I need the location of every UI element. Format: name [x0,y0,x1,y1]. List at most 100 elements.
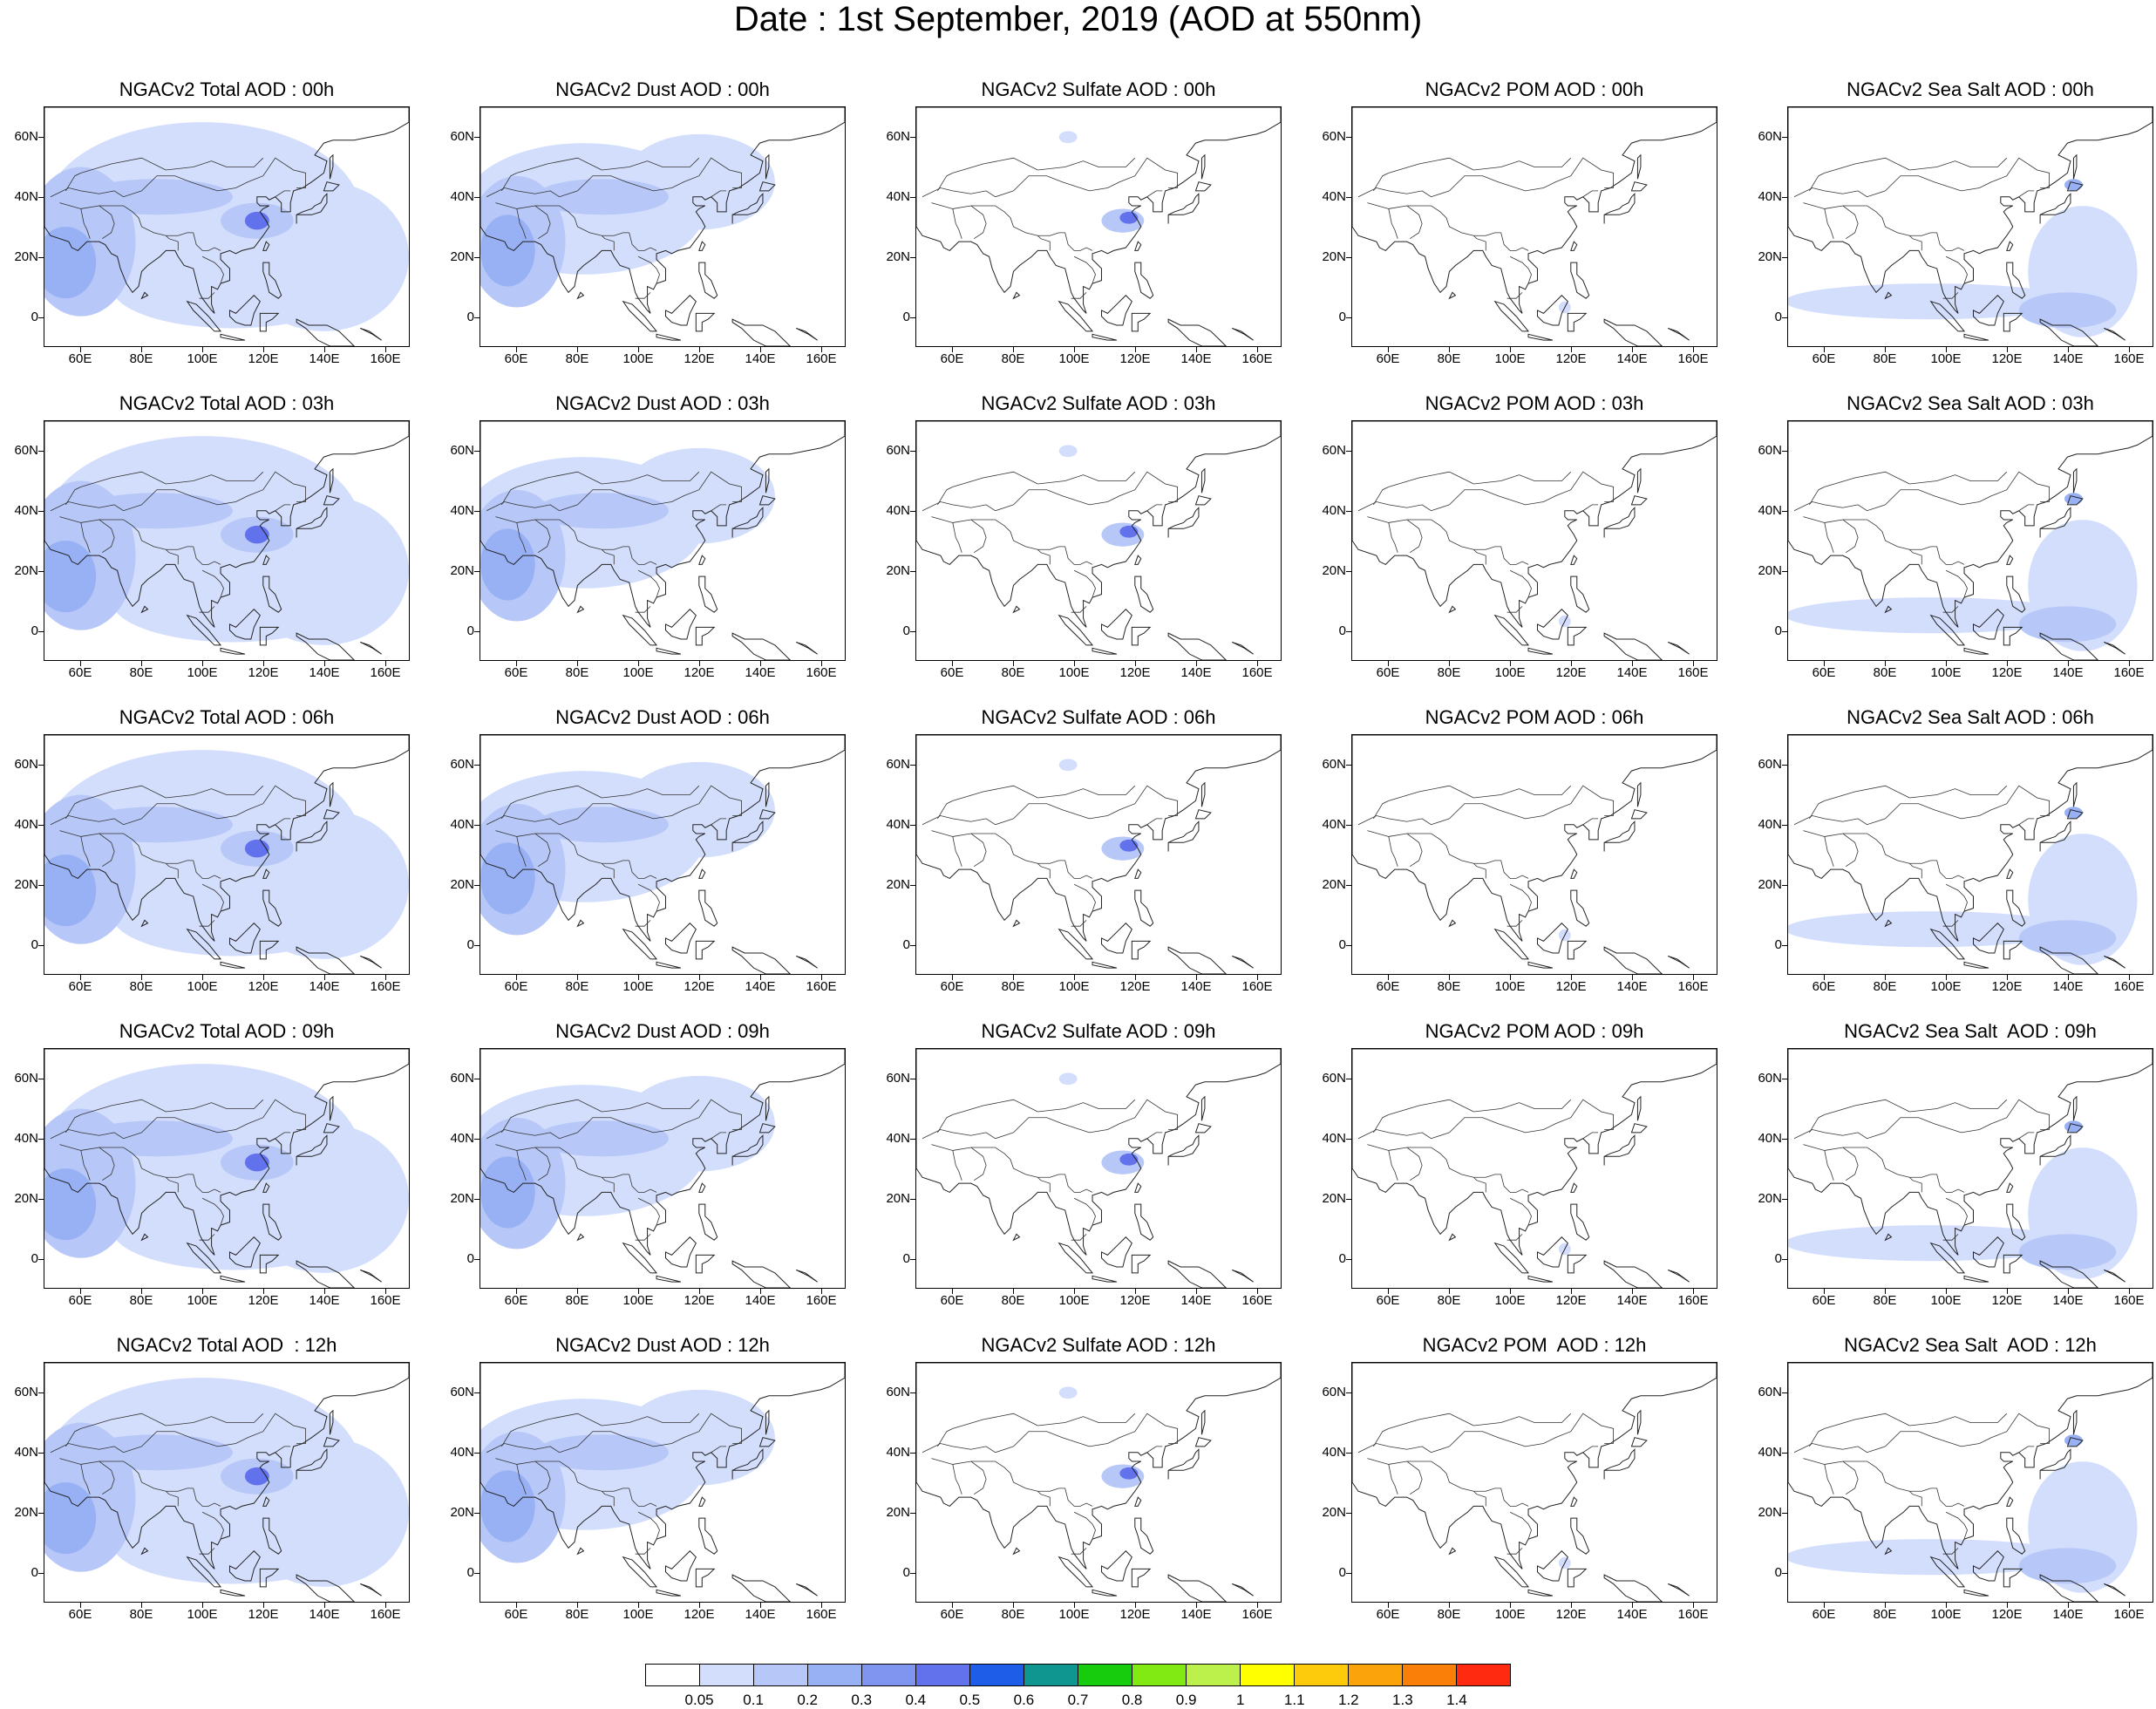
lon-label: 140E [309,351,340,366]
lon-label: 160E [370,979,401,994]
lat-tick [38,884,44,886]
panel-seasalt-1: NGACv2 Sea Salt AOD : 03h 60N 40N 20N 0 60E 80… [1744,392,2153,689]
lon-label: 60E [1812,1293,1836,1308]
lon-tick [202,1289,203,1294]
lat-tick [910,1512,915,1514]
lon-tick [1135,661,1136,666]
lon-label: 120E [684,351,715,366]
lat-tick [910,884,915,886]
figure-title: Date : 1st September, 2019 (AOD at 550nm… [733,0,1423,38]
lon-label: 140E [309,665,340,680]
lon-tick [1074,1603,1075,1608]
lat-tick [1782,824,1787,826]
lon-tick [2007,1289,2008,1294]
lon-tick [1946,661,1947,666]
lat-tick [910,764,915,766]
panel-total-1: NGACv2 Total AOD : 03h 60N 40N 20N 0 60E 80E 10… [0,392,410,689]
map-pom [1351,1362,1717,1603]
map-seasalt [1787,1362,2153,1603]
lon-label: 160E [370,665,401,680]
lon-label: 140E [745,979,776,994]
lon-tick [1013,661,1014,666]
lat-tick [38,510,44,512]
lon-label: 120E [1119,979,1151,994]
lon-tick [1510,1603,1511,1608]
lon-tick [1824,661,1825,666]
lon-tick [577,1289,578,1294]
lon-label: 140E [2052,1607,2084,1622]
lon-tick [821,1289,822,1294]
lat-label: 20N [14,876,38,892]
lon-label: 100E [187,351,218,366]
panel-title: NGACv2 Total AOD : 09h [119,1020,335,1042]
panel-total-4: NGACv2 Total AOD : 12h 60N 40N 20N 0 60E 80E 10… [0,1334,410,1631]
lon-tick [1196,1603,1197,1608]
lon-label: 120E [1555,665,1587,680]
map-seasalt [1787,1048,2153,1289]
lon-label: 160E [806,1607,837,1622]
lon-tick [760,347,761,352]
lat-label: 60N [450,1384,474,1399]
lon-tick [1571,347,1572,352]
lon-tick [1196,975,1197,980]
lat-tick [38,1512,44,1514]
lon-tick [263,1603,264,1608]
lon-label: 160E [1677,1293,1709,1308]
lon-tick [821,1603,822,1608]
lon-tick [141,1603,142,1608]
lon-tick [80,661,81,666]
lon-tick [1885,347,1886,352]
lat-tick [1782,570,1787,572]
lat-label: 60N [886,442,910,458]
lat-label: 60N [1322,128,1346,144]
lon-tick [385,1289,386,1294]
lon-tick [1946,347,1947,352]
lon-label: 80E [1437,979,1461,994]
lon-label: 80E [1001,351,1025,366]
lat-tick [1782,884,1787,886]
panel-title: NGACv2 Sulfate AOD : 12h [981,1334,1216,1356]
lat-tick [474,256,479,258]
lon-tick [760,661,761,666]
lon-tick [760,1603,761,1608]
lon-label: 120E [1991,1293,2023,1308]
lon-tick [202,661,203,666]
lon-label: 100E [1494,1607,1526,1622]
lon-label: 160E [1677,1607,1709,1622]
lat-label: 0 [902,1250,910,1266]
map-seasalt [1787,106,2153,347]
panel-sulfate-2: NGACv2 Sulfate AOD : 06h 60N 40N 20N 0 60E 80E… [872,706,1282,1003]
lon-tick [1196,347,1197,352]
lon-label: 80E [1437,1607,1461,1622]
colorbar-swatch [646,1665,700,1685]
lat-tick [910,256,915,258]
lon-tick [1013,347,1014,352]
lon-tick [2007,347,2008,352]
panel-seasalt-0: NGACv2 Sea Salt AOD : 00h 60N 40N 20N 0 60E 80… [1744,78,2153,375]
lon-label: 140E [2052,979,2084,994]
lon-label: 160E [1241,979,1273,994]
lon-label: 140E [309,1293,340,1308]
lon-tick [1632,661,1633,666]
lon-tick [821,975,822,980]
lon-tick [141,975,142,980]
lon-label: 140E [745,1293,776,1308]
lon-tick [1388,661,1389,666]
map-total [44,106,410,347]
lon-label: 140E [1180,979,1212,994]
lon-label: 100E [1930,979,1962,994]
lon-label: 100E [1494,351,1526,366]
lon-tick [141,661,142,666]
lon-label: 60E [940,1293,964,1308]
lon-label: 100E [1058,979,1090,994]
lat-label: 20N [1758,562,1782,578]
lat-label: 60N [1758,1070,1782,1086]
map-total [44,420,410,661]
lon-tick [1824,975,1825,980]
lon-tick [2068,1603,2069,1608]
lon-label: 160E [1241,1607,1273,1622]
lat-tick [1782,1452,1787,1454]
lon-label: 60E [504,351,528,366]
lon-label: 60E [1812,1607,1836,1622]
lat-label: 40N [1758,816,1782,832]
